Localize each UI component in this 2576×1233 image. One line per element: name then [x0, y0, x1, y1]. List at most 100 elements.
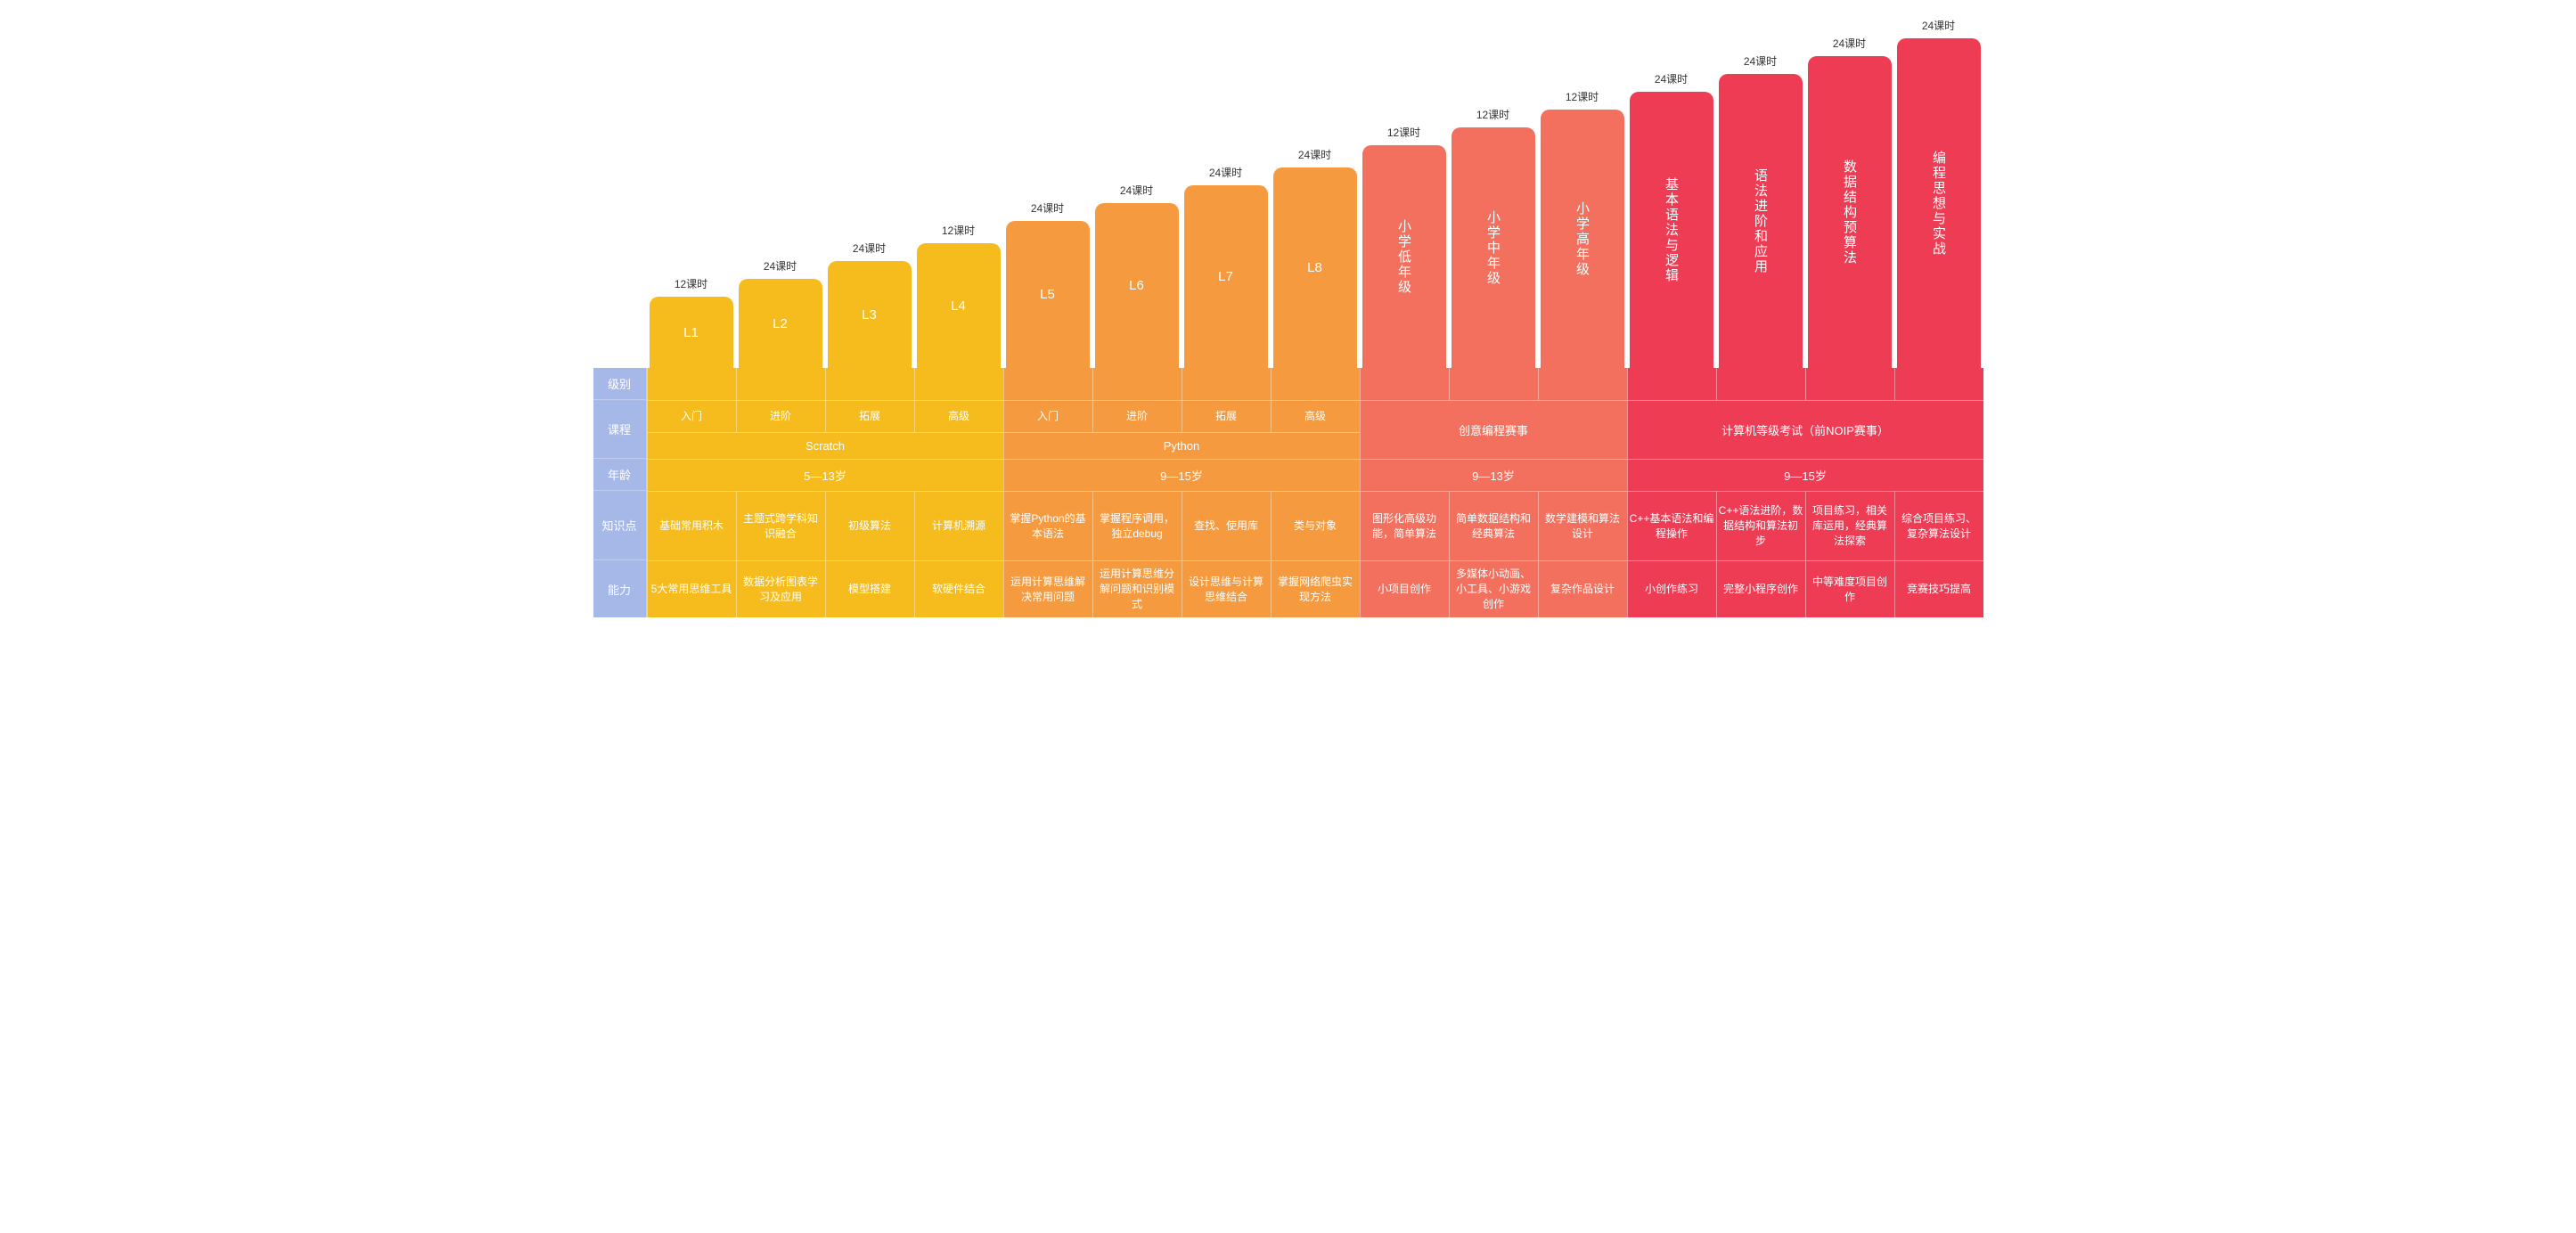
ability-cell: 中等难度项目创作	[1805, 560, 1894, 617]
column: 24课时语法进阶和应用	[1716, 53, 1805, 400]
columns-area: 12课时 L1 入门 24课时 L2 进阶24课时L3拓展12课时L4高级Scratch 5…	[647, 18, 1983, 617]
ability-row: 运用计算思维解决常用问题运用计算思维分解问题和识别模式设计思维与计算思维结合掌握…	[1003, 560, 1360, 617]
column: 24课时 L8 高级	[1271, 147, 1360, 432]
knowledge-row: 基础常用积木主题式跨学科知识融合初级算法计算机溯源	[647, 491, 1003, 560]
knowledge-cell: 项目练习，相关库运用，经典算法探索	[1805, 491, 1894, 560]
level-spacer	[825, 368, 914, 400]
hours-label: 24课时	[1271, 147, 1360, 162]
age-cell: 9—15岁	[1627, 459, 1983, 491]
ability-cell: 数据分析图表学习及应用	[736, 560, 825, 617]
ability-row: 小项目创作多媒体小动画、小工具、小游戏创作复杂作品设计	[1360, 560, 1627, 617]
level-bar: L2	[739, 279, 822, 368]
level-spacer	[1805, 368, 1894, 400]
level-bar: 编程思想与实战	[1897, 38, 1981, 368]
label-ability: 能力	[593, 560, 647, 617]
ability-cell: 小创作练习	[1627, 560, 1716, 617]
ability-row: 小创作练习完整小程序创作中等难度项目创作竞赛技巧提高	[1627, 560, 1983, 617]
level-spacer	[647, 368, 736, 400]
knowledge-cell: 主题式跨学科知识融合	[736, 491, 825, 560]
column: 12课时小学高年级	[1538, 89, 1627, 400]
ability-cell: 运用计算思维解决常用问题	[1003, 560, 1092, 617]
level-spacer	[1538, 368, 1627, 400]
group-python: 24课时L5入门24课时L6进阶24课时L7拓展24课时L8高级Python9—…	[1003, 147, 1360, 617]
level-spacer	[1627, 368, 1716, 400]
knowledge-cell: 初级算法	[825, 491, 914, 560]
age-cell: 9—15岁	[1003, 459, 1360, 491]
column: 24课时基本语法与逻辑	[1627, 71, 1716, 400]
hours-label: 24课时	[1894, 18, 1983, 33]
column: 24课时数据结构预算法	[1805, 36, 1894, 400]
knowledge-cell: C++语法进阶，数据结构和算法初步	[1716, 491, 1805, 560]
hours-label: 12课时	[1360, 125, 1449, 140]
knowledge-row: 图形化高级功能，简单算法简单数据结构和经典算法数学建模和算法设计	[1360, 491, 1627, 560]
hours-label: 24课时	[825, 241, 914, 256]
group-columns: 12课时小学低年级12课时小学中年级12课时小学高年级	[1360, 89, 1627, 400]
label-knowledge: 知识点	[593, 491, 647, 560]
course-cell: Python	[1003, 432, 1360, 459]
column: 12课时小学低年级	[1360, 125, 1449, 400]
ability-row: 5大常用思维工具数据分析图表学习及应用模型搭建软硬件结合	[647, 560, 1003, 617]
column: 24课时 L2 进阶	[736, 258, 825, 432]
knowledge-cell: 简单数据结构和经典算法	[1449, 491, 1538, 560]
column: 12课时小学中年级	[1449, 107, 1538, 400]
hours-label: 12课时	[1538, 89, 1627, 104]
level-bar: L5	[1006, 221, 1090, 368]
label-age: 年龄	[593, 459, 647, 491]
level-bar: L8	[1273, 167, 1357, 368]
level-spacer	[1003, 368, 1092, 400]
ability-cell: 多媒体小动画、小工具、小游戏创作	[1449, 560, 1538, 617]
knowledge-cell: 图形化高级功能，简单算法	[1360, 491, 1449, 560]
level-bar: L7	[1184, 185, 1268, 368]
curriculum-chart: 级别 课程 年龄 知识点 能力 12课时 L1 入门 24课时 L2 进阶24课时L3拓展…	[593, 18, 1983, 617]
level-bar: 基本语法与逻辑	[1630, 92, 1713, 368]
hours-label: 24课时	[1627, 71, 1716, 86]
row-label-column: 级别 课程 年龄 知识点 能力	[593, 368, 647, 617]
level-spacer	[1894, 368, 1983, 400]
level-spacer	[1449, 368, 1538, 400]
group-creative: 12课时小学低年级12课时小学中年级12课时小学高年级创意编程赛事9—13岁图形…	[1360, 89, 1627, 617]
level-bar: L1	[650, 297, 733, 368]
group-scratch: 12课时L1入门24课时L2进阶24课时L3拓展12课时L4高级Scratch5…	[647, 223, 1003, 617]
knowledge-cell: 计算机溯源	[914, 491, 1003, 560]
knowledge-cell: 掌握Python的基本语法	[1003, 491, 1092, 560]
knowledge-cell: 查找、使用库	[1182, 491, 1271, 560]
column: 12课时L4高级	[914, 223, 1003, 432]
level-spacer	[1271, 368, 1360, 400]
level-bar: 小学低年级	[1362, 145, 1446, 368]
level-bar: 小学中年级	[1452, 127, 1535, 368]
stage-cell: 进阶	[736, 400, 825, 432]
hours-label: 12课时	[914, 223, 1003, 238]
ability-cell: 完整小程序创作	[1716, 560, 1805, 617]
hours-label: 24课时	[736, 258, 825, 274]
ability-cell: 运用计算思维分解问题和识别模式	[1092, 560, 1182, 617]
knowledge-cell: 数学建模和算法设计	[1538, 491, 1627, 560]
hours-label: 12课时	[647, 276, 736, 291]
stage-cell: 高级	[1271, 400, 1360, 432]
column: 24课时 L5 入门	[1003, 200, 1092, 432]
course-cell: Scratch	[647, 432, 1003, 459]
level-bar: 小学高年级	[1541, 110, 1624, 368]
hours-label: 24课时	[1182, 165, 1271, 180]
hours-label: 24课时	[1092, 183, 1182, 198]
group-columns: 12课时L1入门24课时L2进阶24课时L3拓展12课时L4高级	[647, 223, 1003, 432]
course-cell: 创意编程赛事	[1360, 400, 1627, 459]
level-bar: 数据结构预算法	[1808, 56, 1892, 368]
stage-cell: 拓展	[1182, 400, 1271, 432]
ability-cell: 掌握网络爬虫实现方法	[1271, 560, 1360, 617]
column: 24课时编程思想与实战	[1894, 18, 1983, 400]
label-level: 级别	[593, 368, 647, 400]
hours-label: 24课时	[1003, 200, 1092, 216]
ability-cell: 5大常用思维工具	[647, 560, 736, 617]
column: 24课时L3拓展	[825, 241, 914, 432]
knowledge-cell: C++基本语法和编程操作	[1627, 491, 1716, 560]
stage-cell: 高级	[914, 400, 1003, 432]
level-spacer	[1716, 368, 1805, 400]
stage-cell: 入门	[1003, 400, 1092, 432]
column: 12课时L1入门	[647, 276, 736, 432]
level-spacer	[1182, 368, 1271, 400]
ability-cell: 模型搭建	[825, 560, 914, 617]
knowledge-cell: 综合项目练习、复杂算法设计	[1894, 491, 1983, 560]
level-spacer	[736, 368, 825, 400]
column: 24课时L6进阶	[1092, 183, 1182, 432]
group-columns: 24课时基本语法与逻辑24课时语法进阶和应用24课时数据结构预算法24课时编程思…	[1627, 18, 1983, 400]
